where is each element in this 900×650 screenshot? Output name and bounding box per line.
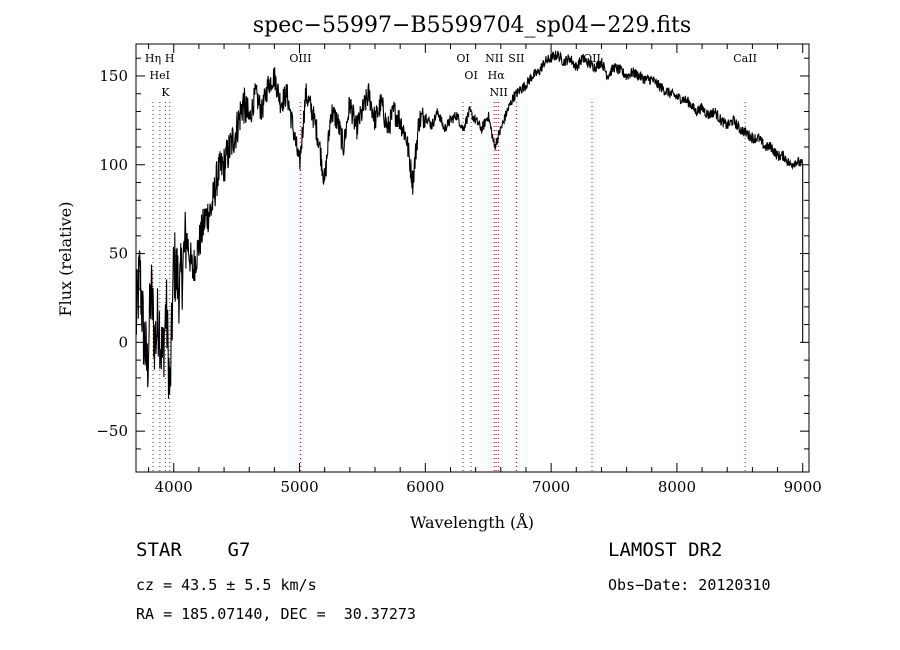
x-axis-label: Wavelength (Å) — [410, 512, 534, 532]
line-marker-label: K — [161, 86, 170, 99]
x-tick-label: 5000 — [280, 478, 318, 496]
plot-frame — [135, 43, 810, 473]
y-axis-label: Flux (relative) — [56, 202, 75, 317]
line-marker-label: CaII — [733, 52, 757, 65]
line-marker-label: OIII — [289, 52, 311, 65]
spectrum-line — [135, 50, 804, 399]
line-marker-label: Hη — [145, 52, 161, 65]
line-marker-label: HeI — [150, 69, 170, 82]
x-tick-label: 6000 — [406, 478, 444, 496]
y-tick-label: 50 — [109, 245, 128, 263]
y-tick-label: −50 — [96, 422, 128, 440]
line-marker-label: OI — [456, 52, 469, 65]
line-marker-label: SII — [508, 52, 524, 65]
x-tick-label: 4000 — [155, 478, 193, 496]
y-tick-label: 150 — [99, 67, 128, 85]
axis-ticks: 4000 5000 6000 7000 8000 9000 −50 0 50 100 150 — [96, 44, 822, 496]
x-tick-label: 7000 — [532, 478, 570, 496]
y-tick-label: 0 — [118, 333, 128, 351]
survey-text: LAMOST DR2 — [608, 539, 723, 561]
x-tick-label: 8000 — [658, 478, 696, 496]
line-marker-label: OI — [464, 69, 477, 82]
line-marker-label: Hα — [488, 69, 506, 82]
line-marker-label: NII — [490, 86, 508, 99]
redshift-text: cz = 43.5 ± 5.5 km/s — [136, 576, 317, 594]
y-tick-label: 100 — [99, 156, 128, 174]
line-marker-label: H — [165, 52, 175, 65]
classification-text: STAR G7 — [136, 539, 251, 561]
line-marker-label: NII — [485, 52, 503, 65]
chart-title: spec−55997−B5599704_sp04−229.fits — [253, 13, 691, 38]
obs-date-text: Obs−Date: 20120310 — [608, 576, 771, 594]
coordinates-text: RA = 185.07140, DEC = 30.37273 — [136, 605, 416, 623]
x-tick-label: 9000 — [784, 478, 822, 496]
